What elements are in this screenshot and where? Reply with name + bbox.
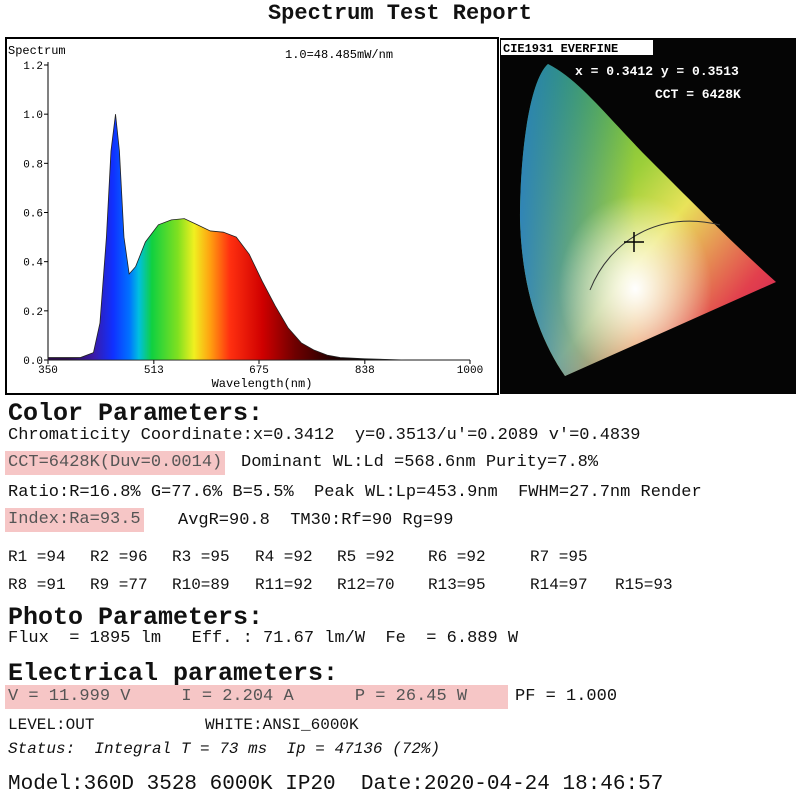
r-value: R12=70 [337,576,395,594]
y-tick-label: 1.2 [23,61,43,73]
y-tick-label: 1.0 [23,110,43,122]
photo-line: Flux = 1895 lm Eff. : 71.67 lm/W Fe = 6.… [8,629,519,648]
x-tick-label: 838 [355,365,375,377]
chromaticity: Chromaticity Coordinate:x=0.3412 y=0.351… [8,426,641,445]
r-value: R14=97 [530,576,588,594]
x-tick-label: 675 [249,365,269,377]
x-axis-label: Wavelength(nm) [212,377,313,391]
chart-subtitle: 1.0=48.485mW/nm [285,48,393,62]
y-tick-label: 0.0 [23,356,43,368]
ra: Index:Ra=93.5 [5,508,144,532]
chart-title: Spectrum [8,44,66,58]
y-tick-label: 0.2 [23,307,43,319]
pf: PF = 1.000 [515,687,618,706]
report-title: Spectrum Test Report [267,1,533,26]
r-value: R7 =95 [530,548,588,566]
y-tick-label: 0.8 [23,159,43,171]
y-tick-label: 0.6 [23,209,43,221]
r-value: R10=89 [172,576,230,594]
cie-title: CIE1931 EVERFINE [503,42,618,56]
ratio: Ratio:R=16.8% G=77.6% B=5.5% Peak WL:Lp=… [8,483,702,502]
cie-title-bg [501,40,653,55]
section-heading: Color Parameters: [8,399,264,428]
avg-r: AvgR=90.8 TM30:Rf=90 Rg=99 [178,511,454,530]
r-value: R5 =92 [337,548,395,566]
x-tick-label: 1000 [457,365,483,377]
level: LEVEL:OUT [8,716,95,734]
r-value: R4 =92 [255,548,313,566]
cie-cct: CCT = 6428K [655,87,741,102]
r-value: R15=93 [615,576,673,594]
x-tick-label: 350 [38,365,58,377]
cct: CCT=6428K(Duv=0.0014) [5,451,226,475]
y-tick-label: 0.4 [23,258,43,270]
x-tick-label: 513 [144,365,164,377]
cie-white [520,64,776,376]
spectrum-frame [5,37,499,395]
r-value: R9 =77 [90,576,148,594]
r-value: R11=92 [255,576,313,594]
section-heading: Electrical parameters: [8,659,339,688]
status: Status: Integral T = 73 ms Ip = 47136 (7… [8,740,441,758]
planckian-locus [589,220,721,291]
r-value: R3 =95 [172,548,230,566]
r-value: R13=95 [428,576,486,594]
r-value: R8 =91 [8,576,66,594]
r-value: R6 =92 [428,548,486,566]
vip: V = 11.999 V I = 2.204 A P = 26.45 W [5,685,508,709]
dominant-wl: Dominant WL:Ld =568.6nm Purity=7.8% [241,453,599,472]
spectrum-area [47,114,470,361]
white: WHITE:ANSI_6000K [205,716,359,734]
charts: Spectrum 1.0=48.485mW/nm Wavelength(nm) … [5,37,796,395]
footer: Model:360D 3528 6000K IP20 Date:2020-04-… [8,773,664,796]
cie-coords: x = 0.3412 y = 0.3513 [575,64,739,79]
r-value: R2 =96 [90,548,148,566]
r-value: R1 =94 [8,548,66,566]
section-heading: Photo Parameters: [8,603,264,632]
